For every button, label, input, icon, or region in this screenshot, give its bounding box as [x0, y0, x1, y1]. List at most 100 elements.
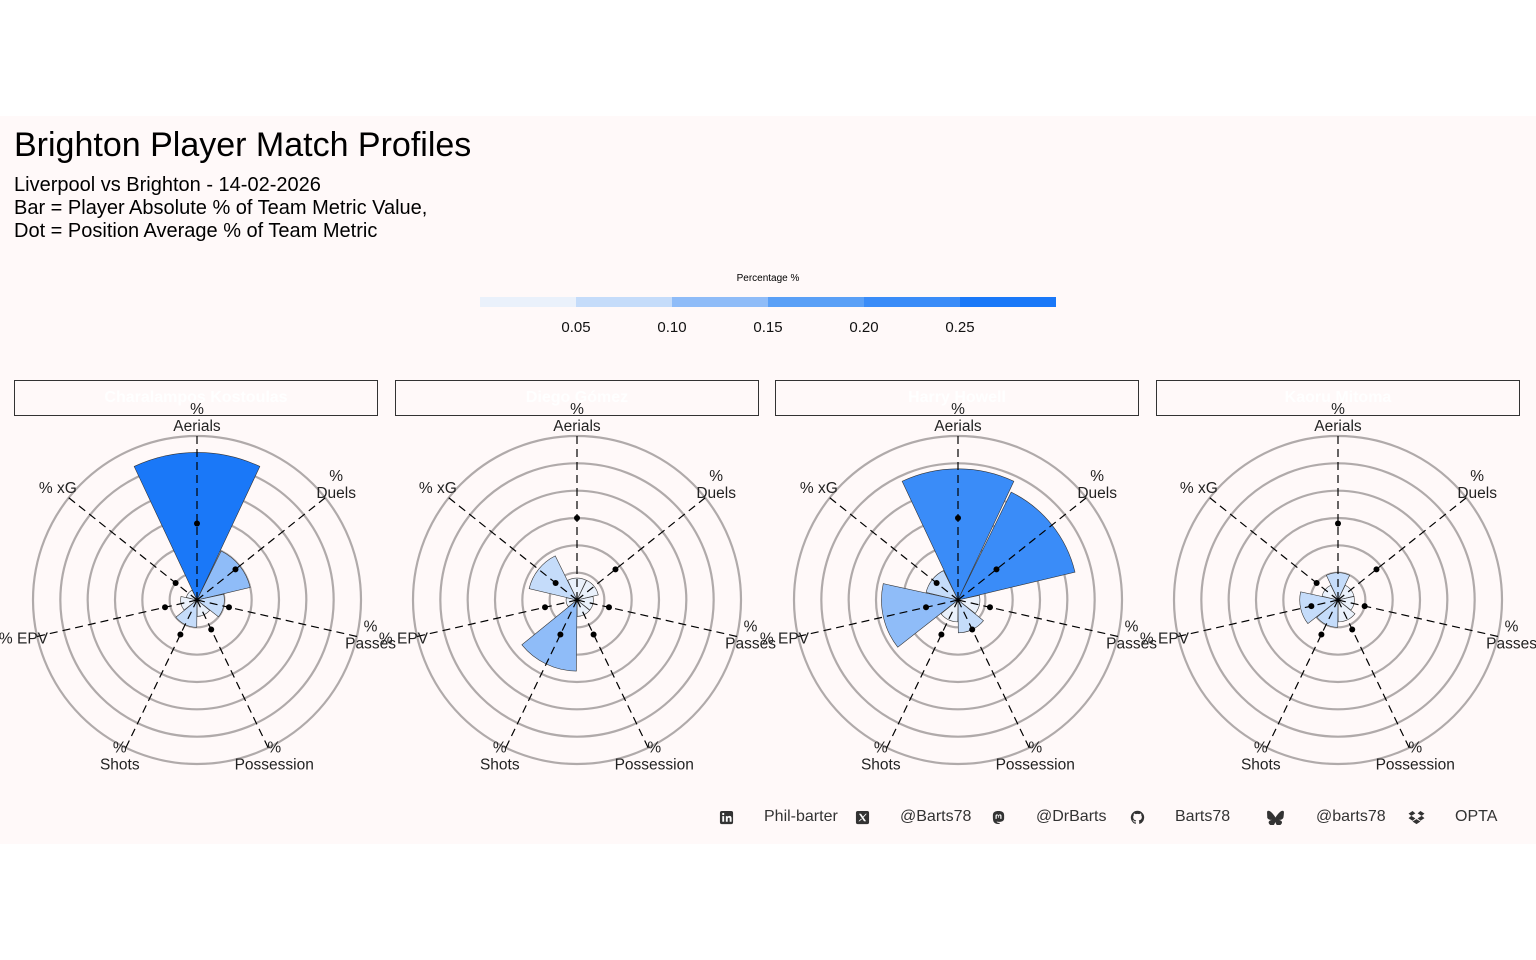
caption-bluesky[interactable]: @barts78 — [1316, 808, 1386, 825]
position-avg-dot — [172, 579, 179, 586]
position-avg-dot — [923, 604, 930, 611]
legend-tick: 0.05 — [561, 319, 591, 336]
position-avg-dot — [993, 566, 1000, 573]
axis-label-pct: % — [1408, 739, 1422, 756]
spoke-line — [196, 497, 326, 601]
caption-mastodon[interactable]: @DrBarts — [1036, 808, 1107, 825]
legend-color-step — [480, 297, 576, 307]
position-avg-dot — [1361, 603, 1368, 610]
axis-label: Possession — [615, 756, 694, 773]
subtitle-line-3: Dot = Position Average % of Team Metric — [14, 220, 378, 242]
spoke-line — [196, 599, 269, 749]
axis-label: Passes — [345, 636, 396, 653]
spoke-line — [125, 599, 198, 749]
facet-strip: Diego Gómez — [395, 380, 759, 416]
caption-data-source[interactable]: OPTA — [1455, 808, 1498, 825]
axis-label-pct: % — [744, 619, 758, 636]
spoke-line — [196, 599, 358, 638]
axis-label: Aerials — [553, 418, 601, 435]
spoke-line — [1337, 599, 1410, 749]
position-avg-dot — [162, 604, 169, 611]
axis-label: Duels — [1457, 485, 1497, 502]
legend-title: Percentage % — [736, 273, 800, 284]
axis-label: Shots — [861, 756, 901, 773]
position-avg-dot — [225, 604, 232, 611]
axis-label-pct: % — [329, 468, 343, 485]
axis-label: Duels — [696, 485, 736, 502]
axis-label-pct: % — [1090, 468, 1104, 485]
spoke-line — [957, 599, 1119, 638]
spoke-line — [416, 599, 578, 638]
axis-label: % EPV — [379, 631, 429, 648]
spoke-line — [576, 599, 649, 749]
spoke-line — [886, 599, 959, 749]
bar-epv — [1299, 591, 1339, 625]
position-avg-dot — [1349, 626, 1356, 633]
axis-label: Duels — [1077, 485, 1117, 502]
position-avg-dot — [969, 626, 976, 633]
axis-label: Shots — [1241, 756, 1281, 773]
spoke-line — [505, 599, 578, 749]
axis-label: Possession — [996, 756, 1075, 773]
axis-label-pct: % — [493, 739, 507, 756]
legend-tick: 0.20 — [849, 319, 879, 336]
mastodon-icon[interactable] — [991, 810, 1006, 825]
bar-epv — [881, 583, 959, 648]
radar-4: %Aerials%Duels%Passes%Possession%Shots% … — [1140, 401, 1536, 773]
spoke-line — [576, 497, 706, 601]
axis-label: % EPV — [760, 631, 810, 648]
x-icon[interactable] — [855, 810, 870, 825]
position-avg-dot — [605, 604, 612, 611]
position-avg-dot — [1335, 520, 1341, 527]
axis-label-pct: % — [709, 468, 723, 485]
axis-label: % EPV — [0, 631, 49, 648]
spoke-line — [957, 497, 1087, 601]
legend-color-step — [576, 297, 672, 307]
axis-label-pct: % — [874, 739, 888, 756]
axis-label-pct: % — [1505, 619, 1519, 636]
dropbox-icon[interactable] — [1408, 810, 1425, 825]
radar-3: %Aerials%Duels%Passes%Possession%Shots% … — [760, 401, 1157, 773]
legend-color-step — [864, 297, 960, 307]
axis-label-pct: % — [1470, 468, 1484, 485]
radar-2: %Aerials%Duels%Passes%Possession%Shots% … — [379, 401, 776, 773]
bar-passes — [957, 594, 981, 614]
position-avg-dot — [986, 604, 993, 611]
position-avg-dot — [1308, 603, 1315, 610]
position-avg-dot — [955, 515, 961, 521]
linkedin-icon[interactable] — [719, 810, 734, 825]
axis-label: Aerials — [934, 418, 982, 435]
axis-label: Passes — [1486, 636, 1536, 653]
position-avg-dot — [612, 566, 619, 573]
axis-label: Possession — [1376, 756, 1455, 773]
bluesky-icon[interactable] — [1266, 810, 1285, 825]
axis-label: Duels — [316, 485, 356, 502]
axis-label: Aerials — [1314, 418, 1362, 435]
spoke-line — [1337, 497, 1467, 601]
legend-tick: 0.15 — [753, 319, 783, 336]
bar-xg — [528, 555, 578, 601]
bar-shots — [940, 599, 959, 623]
facet-strip: Kaoru Mitoma — [1156, 380, 1520, 416]
axis-label-pct: % — [190, 401, 204, 418]
radar-1: %Aerials%Duels%Passes%Possession%Shots% … — [0, 401, 396, 773]
position-avg-dot — [938, 631, 945, 638]
position-avg-dot — [1313, 579, 1320, 586]
radar-charts: %Aerials%Duels%Passes%Possession%Shots% … — [0, 401, 1536, 773]
axis-label-pct: % — [570, 401, 584, 418]
axis-label: Passes — [1106, 636, 1157, 653]
position-avg-dot — [1373, 566, 1380, 573]
axis-label-pct: % — [1125, 619, 1139, 636]
position-avg-dot — [232, 566, 239, 573]
caption-x[interactable]: @Barts78 — [900, 808, 972, 825]
subtitle-line-1: Liverpool vs Brighton - 14-02-2026 — [14, 174, 321, 196]
axis-label: % xG — [800, 480, 838, 497]
github-icon[interactable] — [1130, 810, 1145, 825]
spoke-line — [797, 599, 959, 638]
position-avg-dot — [177, 631, 184, 638]
axis-label: Shots — [100, 756, 140, 773]
caption-linkedin[interactable]: Phil-barter — [764, 808, 838, 825]
axis-label-pct: % — [1254, 739, 1268, 756]
caption-github[interactable]: Barts78 — [1175, 808, 1231, 825]
bar-aerials — [567, 577, 587, 601]
